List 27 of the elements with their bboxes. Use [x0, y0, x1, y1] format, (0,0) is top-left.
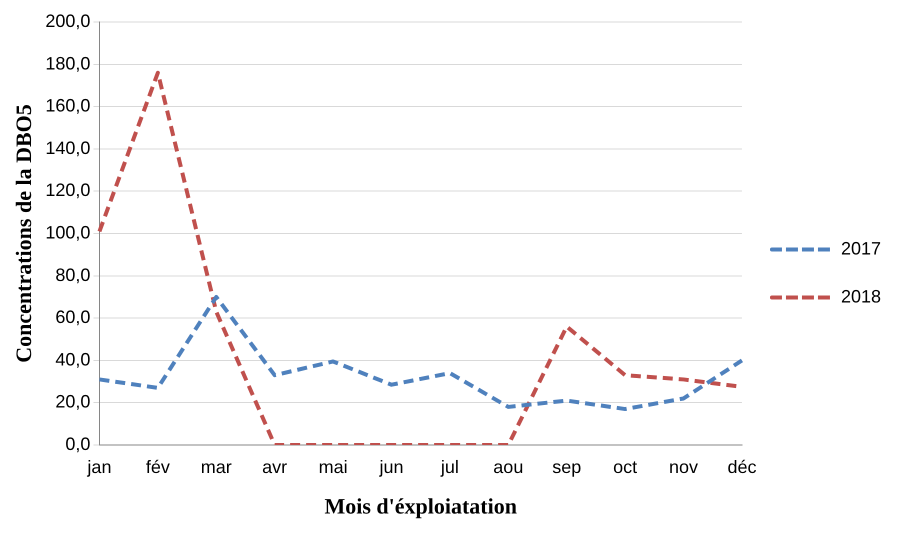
x-tick-label: avr: [262, 456, 288, 477]
y-tick-label: 180,0: [45, 53, 90, 74]
y-tick-label: 0,0: [65, 434, 90, 454]
x-tick-label: jan: [86, 456, 112, 477]
y-tick-label: 80,0: [55, 264, 90, 285]
x-tick-label: sep: [552, 456, 582, 477]
y-tick-label: 160,0: [45, 96, 90, 116]
legend-label: 2018: [840, 286, 882, 306]
x-tick-label: mai: [318, 456, 348, 477]
x-tick-label: fév: [146, 456, 170, 477]
x-tick-label: nov: [669, 456, 698, 477]
y-tick-label: 20,0: [55, 392, 90, 412]
x-axis-title: Mois d'éxploiatation: [324, 493, 517, 518]
y-axis-title: Concentrations de la DBO5: [10, 104, 36, 363]
x-tick-label: déc: [727, 456, 756, 477]
x-tick-label: mar: [200, 456, 232, 477]
y-tick-label: 200,0: [45, 10, 90, 31]
x-tick-label: jun: [378, 456, 404, 477]
y-tick-label: 60,0: [55, 307, 90, 328]
y-tick-label: 40,0: [55, 349, 90, 370]
y-tick-label: 140,0: [45, 138, 90, 158]
x-tick-label: jul: [440, 456, 459, 477]
y-tick-label: 100,0: [45, 222, 90, 242]
legend-label: 2017: [840, 238, 882, 258]
x-tick-label: aou: [493, 456, 524, 477]
x-tick-label: oct: [613, 456, 638, 477]
y-tick-label: 120,0: [45, 180, 90, 200]
